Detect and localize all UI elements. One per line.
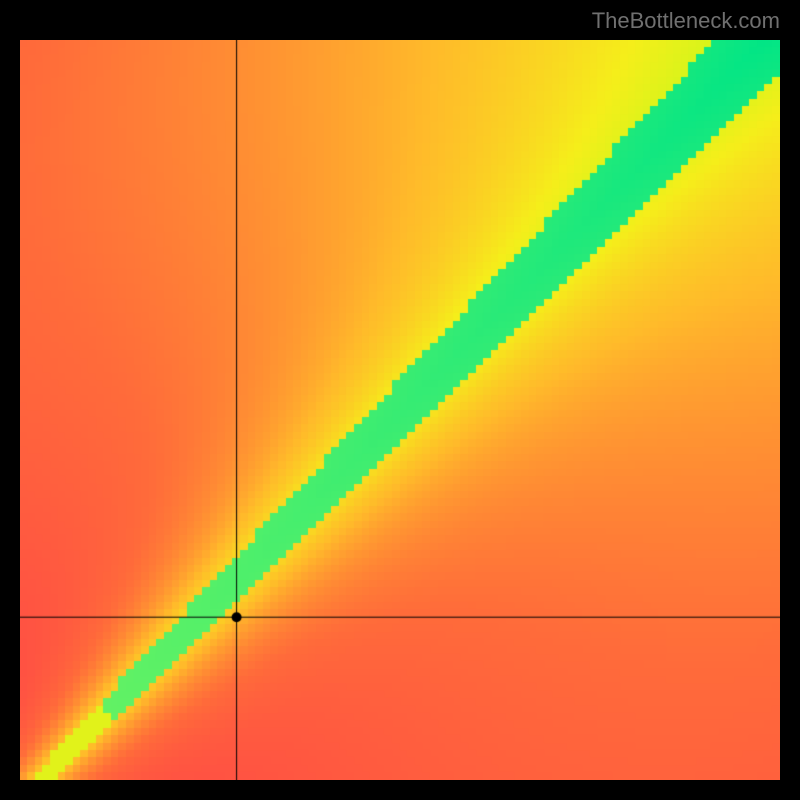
heatmap-canvas	[20, 40, 780, 780]
chart-container: TheBottleneck.com	[0, 0, 800, 800]
heatmap-region	[20, 40, 780, 780]
watermark-text: TheBottleneck.com	[592, 8, 780, 34]
